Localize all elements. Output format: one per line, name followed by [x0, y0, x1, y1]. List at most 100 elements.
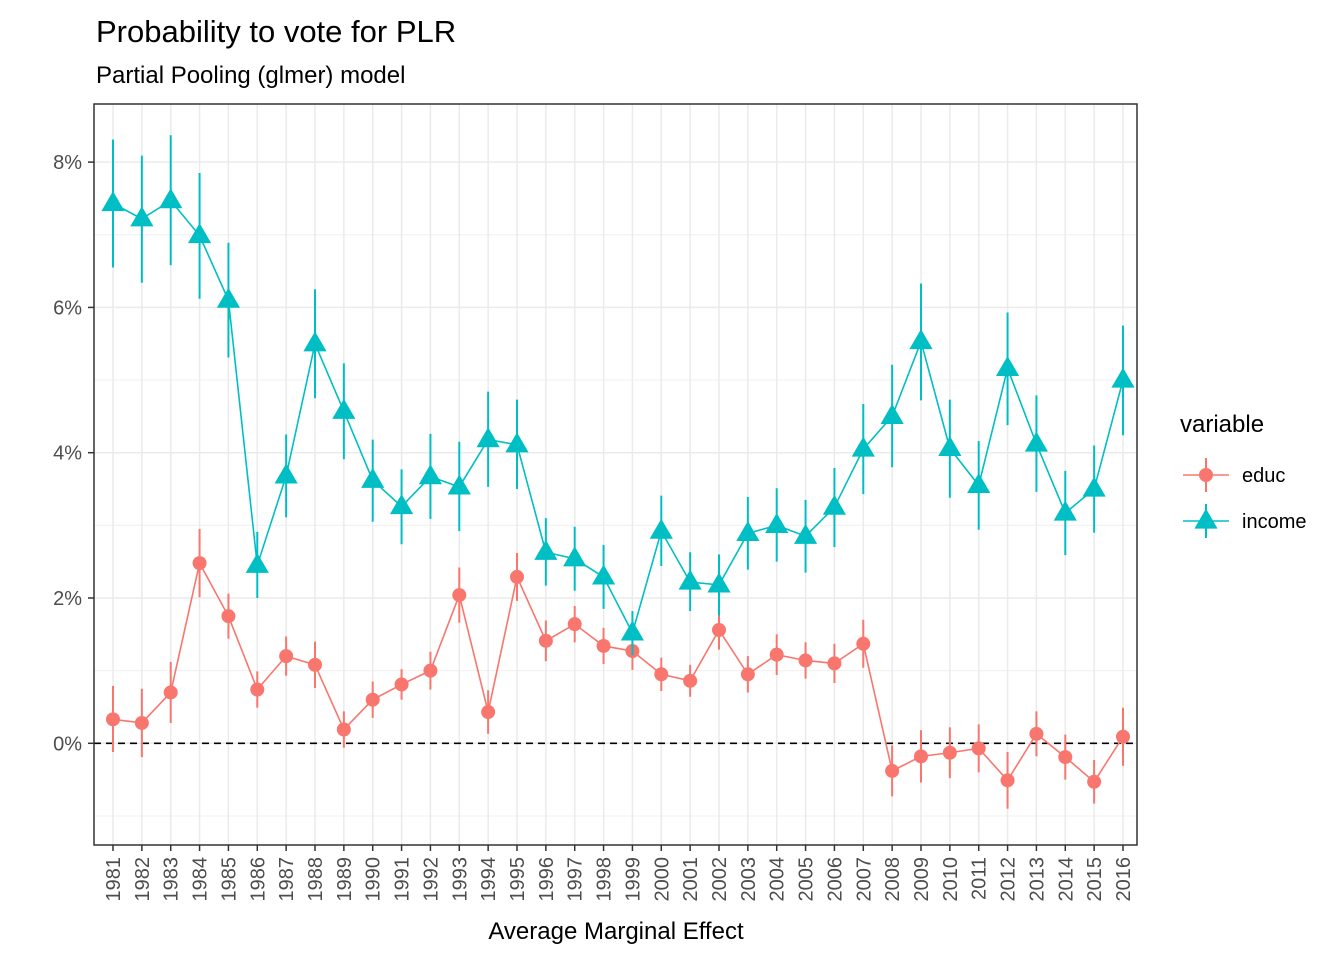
- educ-point: [106, 712, 120, 727]
- educ-point: [192, 556, 207, 571]
- legend-key-marker: [1199, 468, 1213, 482]
- x-tick-label: 2012: [998, 857, 1020, 902]
- x-tick-label: 1983: [161, 857, 183, 902]
- educ-point: [827, 656, 842, 671]
- y-tick-label: 4%: [53, 443, 82, 465]
- educ-point: [134, 715, 149, 730]
- x-tick-label: 1984: [190, 857, 212, 902]
- income-point: [101, 191, 125, 212]
- educ-point: [452, 588, 467, 603]
- legend-item-income: income: [1183, 504, 1306, 538]
- educ-point: [394, 677, 409, 692]
- educ-point: [769, 647, 784, 662]
- income-point: [332, 398, 356, 419]
- income-point: [505, 432, 529, 453]
- series-educ: [106, 528, 1130, 809]
- series-layer: [101, 135, 1135, 809]
- educ-point: [538, 633, 553, 648]
- legend: variable educ income: [1180, 411, 1306, 538]
- x-tick-label: 2010: [940, 857, 962, 902]
- x-tick-label: 2013: [1026, 857, 1048, 902]
- income-point: [995, 356, 1020, 377]
- x-tick-label: 1989: [334, 857, 356, 902]
- x-tick-label: 2001: [680, 857, 702, 902]
- y-tick-label: 8%: [53, 152, 82, 174]
- income-point: [389, 494, 414, 515]
- educ-point: [1087, 774, 1102, 789]
- legend-title: variable: [1180, 411, 1264, 438]
- y-tick-label: 6%: [53, 297, 82, 319]
- educ-point: [683, 673, 698, 688]
- income-point: [418, 464, 443, 485]
- income-point: [765, 512, 789, 533]
- income-point: [216, 287, 241, 308]
- x-tick-label: 1991: [392, 857, 414, 902]
- income-point: [649, 518, 673, 539]
- x-tick-label: 2005: [796, 857, 818, 902]
- income-point: [851, 436, 875, 457]
- x-tick-label: 1998: [594, 857, 616, 902]
- income-point: [1024, 431, 1049, 452]
- x-tick-label: 2009: [911, 857, 933, 902]
- educ-point: [336, 722, 351, 737]
- chart-subtitle: Partial Pooling (glmer) model: [96, 62, 405, 89]
- income-point: [736, 520, 760, 541]
- x-tick-label: 1982: [132, 857, 154, 902]
- educ-point: [250, 682, 265, 697]
- y-tick-label: 2%: [53, 588, 82, 610]
- income-point: [361, 467, 385, 488]
- x-tick-label: 1987: [276, 857, 298, 902]
- plot-area: [94, 104, 1137, 845]
- x-tick-label: 2016: [1113, 857, 1135, 902]
- income-point: [274, 463, 298, 484]
- income-point: [909, 329, 933, 350]
- x-tick-label: 1986: [247, 857, 269, 902]
- educ-point: [365, 692, 380, 707]
- income-point: [447, 474, 471, 495]
- educ-point: [596, 638, 611, 653]
- income-point: [1053, 500, 1077, 521]
- x-tick-label: 2002: [709, 857, 731, 902]
- x-tick-label: 2000: [651, 857, 673, 902]
- x-tick-label: 1997: [565, 857, 587, 902]
- educ-point: [1058, 750, 1073, 765]
- x-tick-label: 1985: [218, 857, 240, 902]
- income-point: [678, 569, 702, 590]
- educ-point: [942, 745, 957, 760]
- legend-label-educ: educ: [1242, 465, 1285, 487]
- income-point: [303, 331, 327, 352]
- income-point: [1111, 367, 1135, 388]
- educ-point: [1000, 773, 1015, 788]
- educ-point: [423, 663, 438, 678]
- x-tick-label: 1992: [420, 857, 442, 902]
- plot-border: [93, 103, 1138, 846]
- educ-point: [913, 749, 928, 764]
- educ-point: [509, 569, 524, 584]
- educ-point: [971, 741, 986, 756]
- chart-title: Probability to vote for PLR: [96, 14, 456, 49]
- income-point: [822, 494, 847, 515]
- x-tick-label: 2014: [1055, 857, 1077, 902]
- income-point: [793, 523, 818, 544]
- educ-point: [654, 667, 669, 682]
- educ-point: [1029, 726, 1044, 741]
- legend-key-marker: [1194, 508, 1218, 529]
- educ-point: [279, 649, 294, 664]
- income-point: [159, 188, 183, 209]
- plot-background: [94, 104, 1137, 845]
- income-point: [1082, 476, 1106, 497]
- x-tick-label: 1995: [507, 857, 529, 902]
- educ-point: [307, 657, 322, 672]
- x-tick-label: 1993: [449, 857, 471, 902]
- y-tick-label: 0%: [53, 733, 82, 755]
- x-tick-label: 2003: [738, 857, 760, 902]
- legend-item-educ: educ: [1183, 458, 1285, 492]
- income-point: [563, 546, 587, 567]
- educ-point: [856, 636, 871, 651]
- income-point: [707, 572, 731, 593]
- educ-point: [711, 622, 726, 637]
- x-tick-label: 1981: [103, 857, 125, 902]
- income-point: [967, 472, 991, 493]
- legend-label-income: income: [1242, 511, 1306, 533]
